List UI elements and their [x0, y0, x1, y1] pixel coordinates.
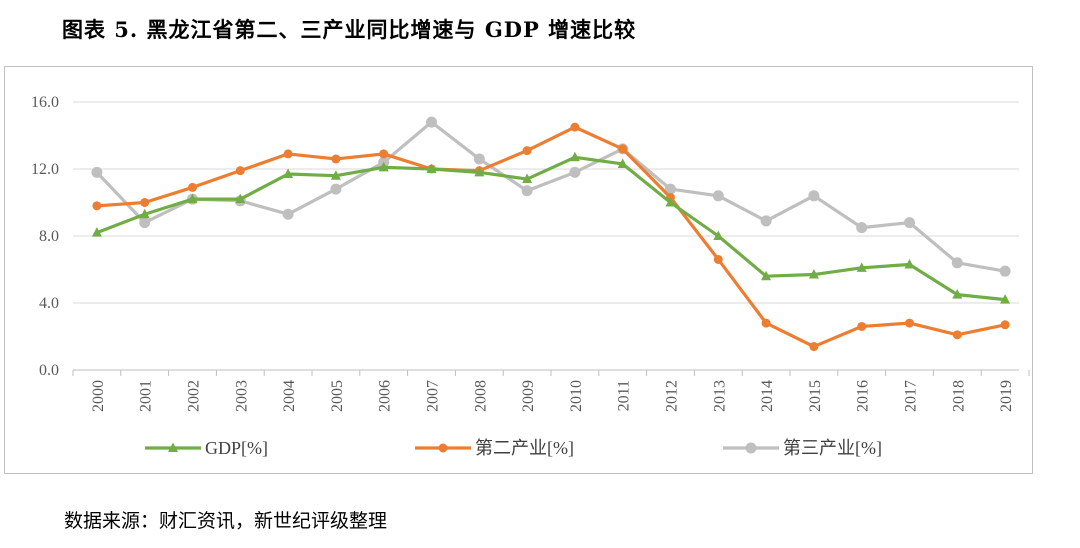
series-line [95, 120, 1006, 273]
x-tick-label: 2016 [855, 380, 872, 412]
series-line [96, 155, 1006, 302]
y-tick-label: 12.0 [31, 161, 59, 178]
data-point [92, 201, 102, 211]
x-tick-label: 2011 [616, 380, 633, 411]
legend-label: 第二产业[%] [475, 438, 574, 458]
data-point [712, 190, 724, 202]
x-tick-label: 2003 [233, 380, 250, 412]
data-point [1000, 294, 1011, 304]
data-point [952, 289, 963, 299]
data-point [283, 168, 294, 179]
data-point [856, 222, 868, 234]
legend-marker [438, 443, 448, 453]
data-point [139, 217, 151, 229]
data-point [91, 227, 102, 237]
x-tick-label: 2002 [186, 380, 203, 412]
data-source-note: 数据来源：财汇资讯，新世纪评级整理 [64, 510, 388, 532]
x-tick-label: 2008 [472, 380, 489, 412]
data-point [808, 269, 819, 279]
y-tick-label: 0.0 [39, 362, 59, 379]
x-tick-label: 2007 [425, 380, 442, 412]
data-point [522, 173, 533, 184]
data-point [904, 217, 915, 229]
data-point [809, 342, 819, 352]
x-tick-label: 2013 [711, 380, 728, 412]
y-tick-label: 8.0 [39, 228, 59, 245]
data-point [379, 149, 389, 159]
data-point [188, 182, 197, 192]
data-point [570, 122, 580, 132]
legend-label: GDP[%] [205, 438, 268, 458]
data-point [474, 166, 485, 177]
data-point [1000, 320, 1010, 330]
data-point [282, 208, 294, 220]
data-point [808, 190, 820, 202]
x-tick-label: 2005 [329, 380, 346, 412]
data-point [140, 198, 150, 207]
data-point [473, 153, 485, 165]
data-point [330, 183, 342, 195]
legend-marker [168, 442, 178, 452]
figure-title: 图表 5. 黑龙江省第二、三产业同比增速与 GDP 增速比较 [62, 17, 637, 42]
data-point [761, 318, 771, 328]
x-tick-label: 2004 [281, 380, 298, 412]
data-point [999, 265, 1011, 277]
data-point [904, 258, 915, 269]
x-tick-label: 2019 [998, 380, 1015, 412]
data-point [665, 197, 676, 207]
data-point [665, 183, 676, 195]
x-tick-label: 2009 [520, 380, 537, 412]
x-tick-label: 2000 [90, 380, 107, 412]
chart-frame: 0.0 4.0 8.0 12.0 16.0 2000 2001 2002 2003 2004 200… [4, 66, 1033, 474]
x-tick-label: 2017 [903, 380, 920, 412]
legend-label: 第三产业[%] [783, 438, 882, 458]
data-point [283, 149, 293, 159]
data-point [952, 330, 962, 340]
data-point [331, 154, 341, 164]
y-tick-label: 16.0 [31, 94, 59, 111]
x-tick-label: 2015 [807, 380, 824, 412]
x-tick-label: 2001 [138, 380, 155, 412]
data-point [235, 166, 245, 176]
x-tick-label: 2014 [759, 380, 776, 412]
data-point [569, 151, 580, 162]
x-tick-label: 2012 [664, 380, 681, 412]
y-tick-label: 4.0 [39, 295, 59, 312]
data-point [187, 193, 198, 204]
line-chart: 0.0 4.0 8.0 12.0 16.0 2000 2001 2002 2003 2004 200… [31, 94, 1030, 458]
data-point [235, 193, 246, 204]
data-point [378, 161, 389, 172]
legend-marker [745, 442, 757, 454]
data-point [761, 270, 772, 281]
data-point [330, 170, 341, 180]
data-point [951, 257, 963, 269]
data-point [617, 158, 628, 168]
data-point [426, 163, 437, 173]
data-point [905, 318, 914, 328]
data-point [760, 215, 772, 227]
data-point [713, 254, 723, 264]
data-point [856, 262, 867, 272]
data-point [618, 144, 628, 154]
x-tick-label: 2010 [568, 380, 585, 412]
x-tick-label: 2018 [950, 380, 967, 412]
x-tick-label: 2006 [377, 380, 394, 412]
series-line [96, 125, 1006, 349]
data-point [426, 116, 437, 128]
data-point [91, 166, 103, 178]
data-point [713, 230, 724, 240]
data-point [521, 185, 533, 197]
data-point [522, 146, 532, 156]
data-point [857, 321, 867, 331]
data-point [139, 208, 150, 219]
data-point [569, 166, 581, 178]
